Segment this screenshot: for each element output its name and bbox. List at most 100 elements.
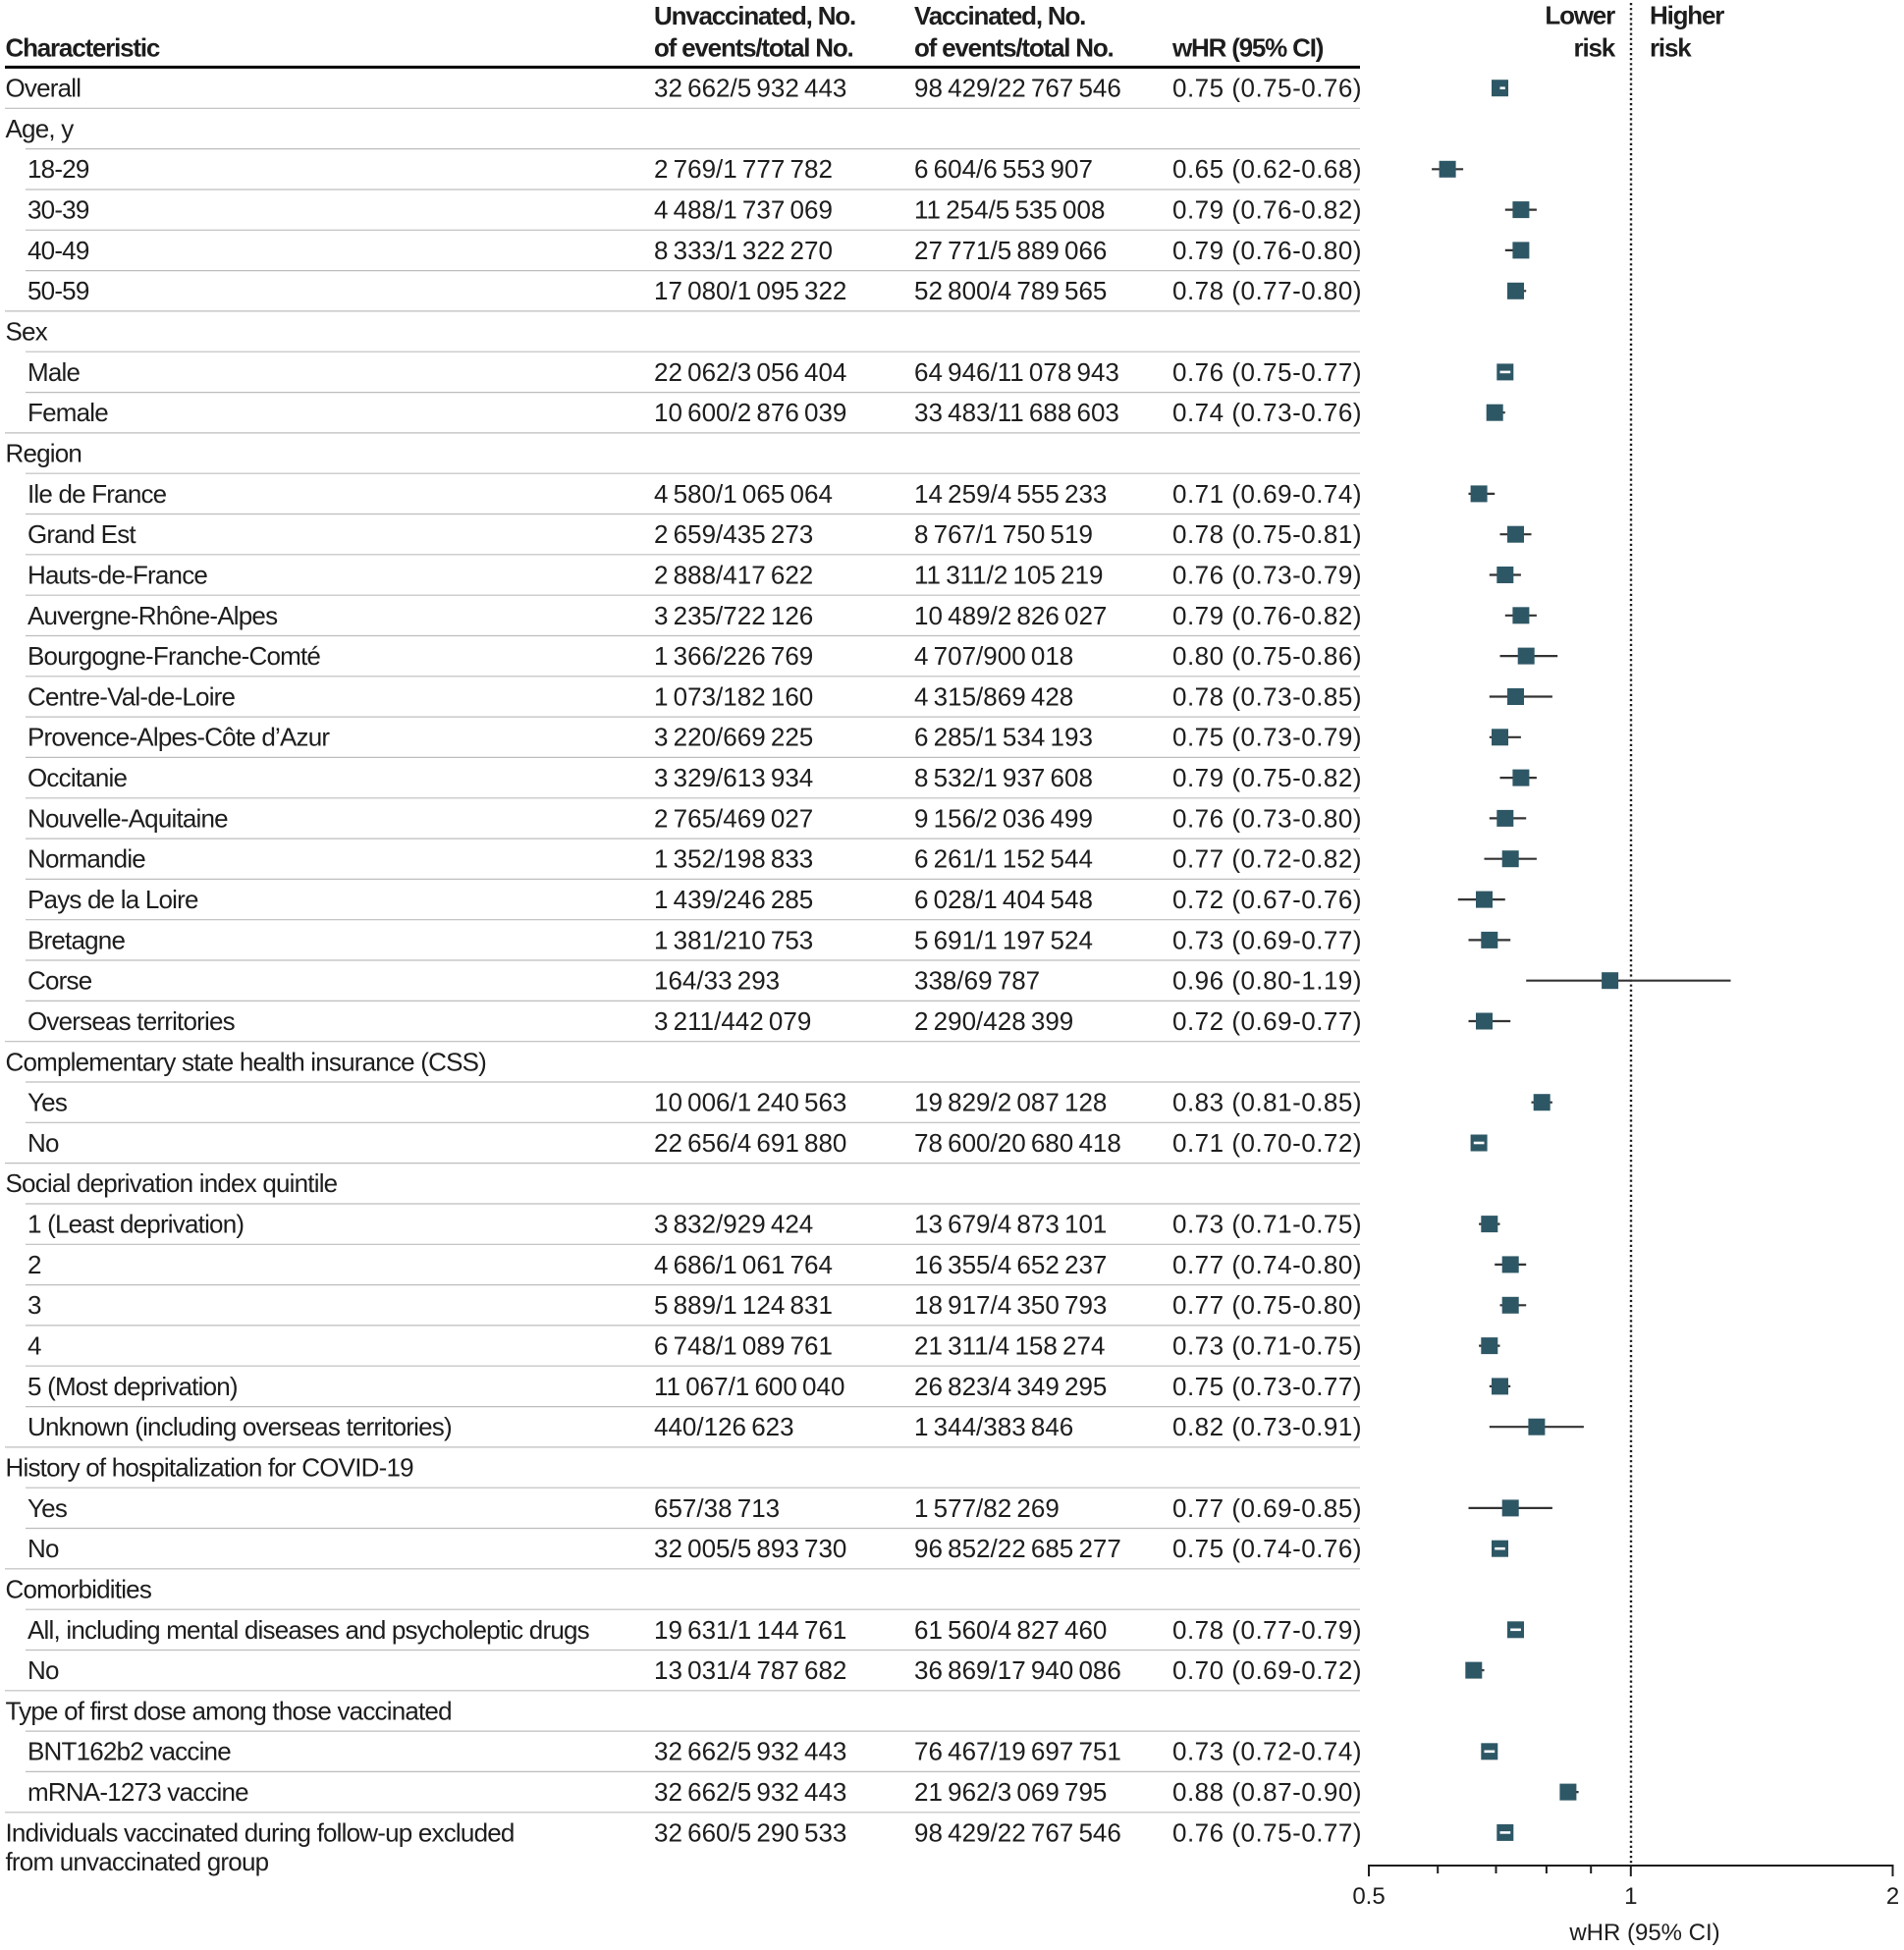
- svg-text:0.73 (0.69-0.77): 0.73 (0.69-0.77): [1172, 925, 1362, 954]
- svg-text:2: 2: [27, 1250, 41, 1279]
- svg-text:History of hospitalization for: History of hospitalization for COVID-19: [6, 1453, 414, 1483]
- svg-text:8 333/1 322 270: 8 333/1 322 270: [654, 236, 833, 265]
- svg-text:All, including mental diseases: All, including mental diseases and psych…: [27, 1615, 590, 1645]
- svg-text:Corse: Corse: [27, 966, 92, 996]
- svg-text:from unvaccinated group: from unvaccinated group: [6, 1847, 269, 1876]
- svg-text:3 329/613 934: 3 329/613 934: [654, 763, 813, 792]
- svg-text:0.76 (0.75-0.77): 0.76 (0.75-0.77): [1172, 1817, 1362, 1847]
- svg-text:98 429/22 767 546: 98 429/22 767 546: [914, 1817, 1121, 1847]
- svg-text:13 031/4 787 682: 13 031/4 787 682: [654, 1655, 846, 1685]
- svg-text:19 631/1 144 761: 19 631/1 144 761: [654, 1615, 846, 1645]
- svg-text:4 707/900 018: 4 707/900 018: [914, 641, 1073, 671]
- svg-text:0.79 (0.75-0.82): 0.79 (0.75-0.82): [1172, 763, 1362, 792]
- svg-text:Comorbidities: Comorbidities: [6, 1574, 152, 1603]
- svg-text:3: 3: [27, 1290, 41, 1320]
- svg-text:1 (Least deprivation): 1 (Least deprivation): [27, 1210, 244, 1239]
- svg-text:Nouvelle-Aquitaine: Nouvelle-Aquitaine: [27, 803, 228, 833]
- svg-text:64 946/11 078 943: 64 946/11 078 943: [914, 357, 1119, 387]
- svg-text:27 771/5 889 066: 27 771/5 889 066: [914, 236, 1107, 265]
- svg-text:Region: Region: [6, 439, 82, 468]
- svg-text:32 662/5 932 443: 32 662/5 932 443: [654, 1777, 846, 1807]
- svg-text:0.75 (0.73-0.79): 0.75 (0.73-0.79): [1172, 723, 1362, 752]
- svg-text:96 852/22 685 277: 96 852/22 685 277: [914, 1534, 1121, 1563]
- svg-text:2 765/469 027: 2 765/469 027: [654, 803, 813, 833]
- svg-text:0.75 (0.75-0.76): 0.75 (0.75-0.76): [1172, 74, 1362, 103]
- svg-text:98 429/22 767 546: 98 429/22 767 546: [914, 74, 1121, 103]
- svg-text:0.75 (0.74-0.76): 0.75 (0.74-0.76): [1172, 1534, 1362, 1563]
- svg-text:50-59: 50-59: [27, 276, 89, 305]
- svg-text:10 600/2 876 039: 10 600/2 876 039: [654, 398, 846, 427]
- svg-text:76 467/19 697 751: 76 467/19 697 751: [914, 1737, 1121, 1766]
- svg-text:4 686/1 061 764: 4 686/1 061 764: [654, 1250, 833, 1279]
- svg-text:18 917/4 350 793: 18 917/4 350 793: [914, 1290, 1107, 1320]
- svg-text:19 829/2 087 128: 19 829/2 087 128: [914, 1088, 1107, 1117]
- svg-text:1 352/198 833: 1 352/198 833: [654, 844, 813, 874]
- svg-text:BNT162b2 vaccine: BNT162b2 vaccine: [27, 1737, 231, 1766]
- svg-text:17 080/1 095 322: 17 080/1 095 322: [654, 276, 846, 305]
- svg-text:Lower: Lower: [1545, 1, 1615, 30]
- svg-text:164/33 293: 164/33 293: [654, 966, 780, 996]
- svg-text:Age, y: Age, y: [6, 114, 75, 143]
- svg-text:33 483/11 688 603: 33 483/11 688 603: [914, 398, 1119, 427]
- svg-text:Type of first dose among those: Type of first dose among those vaccinate…: [6, 1696, 452, 1725]
- svg-text:11 311/2 105 219: 11 311/2 105 219: [914, 560, 1104, 589]
- svg-text:0.77 (0.74-0.80): 0.77 (0.74-0.80): [1172, 1250, 1362, 1279]
- svg-text:Normandie: Normandie: [27, 844, 145, 874]
- svg-text:Unknown (including overseas te: Unknown (including overseas territories): [27, 1412, 452, 1441]
- svg-text:0.78 (0.73-0.85): 0.78 (0.73-0.85): [1172, 681, 1362, 711]
- svg-text:10 489/2 826 027: 10 489/2 826 027: [914, 601, 1107, 630]
- svg-text:32 662/5 932 443: 32 662/5 932 443: [654, 74, 846, 103]
- svg-text:1 577/82 269: 1 577/82 269: [914, 1493, 1060, 1523]
- svg-text:1 073/182 160: 1 073/182 160: [654, 681, 813, 711]
- svg-text:0.74 (0.73-0.76): 0.74 (0.73-0.76): [1172, 398, 1362, 427]
- svg-text:2 769/1 777 782: 2 769/1 777 782: [654, 154, 833, 184]
- svg-text:22 062/3 056 404: 22 062/3 056 404: [654, 357, 846, 387]
- svg-text:22 656/4 691 880: 22 656/4 691 880: [654, 1128, 846, 1158]
- svg-text:Sex: Sex: [6, 317, 48, 347]
- svg-text:30-39: 30-39: [27, 195, 89, 225]
- svg-text:0.78 (0.75-0.81): 0.78 (0.75-0.81): [1172, 519, 1362, 549]
- svg-text:0.72 (0.69-0.77): 0.72 (0.69-0.77): [1172, 1006, 1362, 1036]
- svg-text:0.70 (0.69-0.72): 0.70 (0.69-0.72): [1172, 1655, 1362, 1685]
- svg-text:0.77 (0.75-0.80): 0.77 (0.75-0.80): [1172, 1290, 1362, 1320]
- svg-text:Centre-Val-de-Loire: Centre-Val-de-Loire: [27, 681, 236, 711]
- svg-text:risk: risk: [1650, 33, 1692, 63]
- svg-text:0.72 (0.67-0.76): 0.72 (0.67-0.76): [1172, 885, 1362, 914]
- svg-text:Female: Female: [27, 398, 108, 427]
- svg-text:40-49: 40-49: [27, 236, 89, 265]
- svg-text:Yes: Yes: [27, 1493, 68, 1523]
- svg-text:Overall: Overall: [6, 74, 82, 103]
- svg-text:0.82 (0.73-0.91): 0.82 (0.73-0.91): [1172, 1412, 1362, 1441]
- svg-text:No: No: [27, 1534, 59, 1563]
- svg-text:3 235/722 126: 3 235/722 126: [654, 601, 813, 630]
- svg-text:21 962/3 069 795: 21 962/3 069 795: [914, 1777, 1107, 1807]
- svg-text:0.79 (0.76-0.80): 0.79 (0.76-0.80): [1172, 236, 1362, 265]
- svg-text:657/38 713: 657/38 713: [654, 1493, 780, 1523]
- svg-text:5 889/1 124 831: 5 889/1 124 831: [654, 1290, 833, 1320]
- svg-text:0.73 (0.71-0.75): 0.73 (0.71-0.75): [1172, 1331, 1362, 1361]
- svg-text:0.75 (0.73-0.77): 0.75 (0.73-0.77): [1172, 1372, 1362, 1401]
- svg-text:0.71 (0.69-0.74): 0.71 (0.69-0.74): [1172, 479, 1362, 509]
- svg-text:6 748/1 089 761: 6 748/1 089 761: [654, 1331, 833, 1361]
- svg-text:3 211/442 079: 3 211/442 079: [654, 1006, 811, 1036]
- svg-text:Unvaccinated, No.: Unvaccinated, No.: [654, 1, 855, 30]
- svg-text:0.71 (0.70-0.72): 0.71 (0.70-0.72): [1172, 1128, 1362, 1158]
- svg-text:0.80 (0.75-0.86): 0.80 (0.75-0.86): [1172, 641, 1362, 671]
- svg-text:Social deprivation index quint: Social deprivation index quintile: [6, 1168, 338, 1198]
- svg-text:Male: Male: [27, 357, 80, 387]
- svg-text:10 006/1 240 563: 10 006/1 240 563: [654, 1088, 846, 1117]
- svg-text:3 832/929 424: 3 832/929 424: [654, 1210, 813, 1239]
- svg-text:0.78 (0.77-0.80): 0.78 (0.77-0.80): [1172, 276, 1362, 305]
- svg-text:5 691/1 197 524: 5 691/1 197 524: [914, 925, 1093, 954]
- svg-text:61 560/4 827 460: 61 560/4 827 460: [914, 1615, 1107, 1645]
- svg-text:Hauts-de-France: Hauts-de-France: [27, 560, 207, 589]
- svg-text:8 767/1 750 519: 8 767/1 750 519: [914, 519, 1093, 549]
- svg-text:0.76 (0.75-0.77): 0.76 (0.75-0.77): [1172, 357, 1362, 387]
- svg-text:4: 4: [27, 1331, 41, 1361]
- svg-text:Bretagne: Bretagne: [27, 925, 125, 954]
- svg-text:13 679/4 873 101: 13 679/4 873 101: [914, 1210, 1107, 1239]
- svg-text:440/126 623: 440/126 623: [654, 1412, 794, 1441]
- svg-text:Complementary state health ins: Complementary state health insurance (CS…: [6, 1047, 487, 1076]
- svg-text:of events/total No.: of events/total No.: [914, 33, 1114, 63]
- svg-text:1: 1: [1624, 1883, 1637, 1910]
